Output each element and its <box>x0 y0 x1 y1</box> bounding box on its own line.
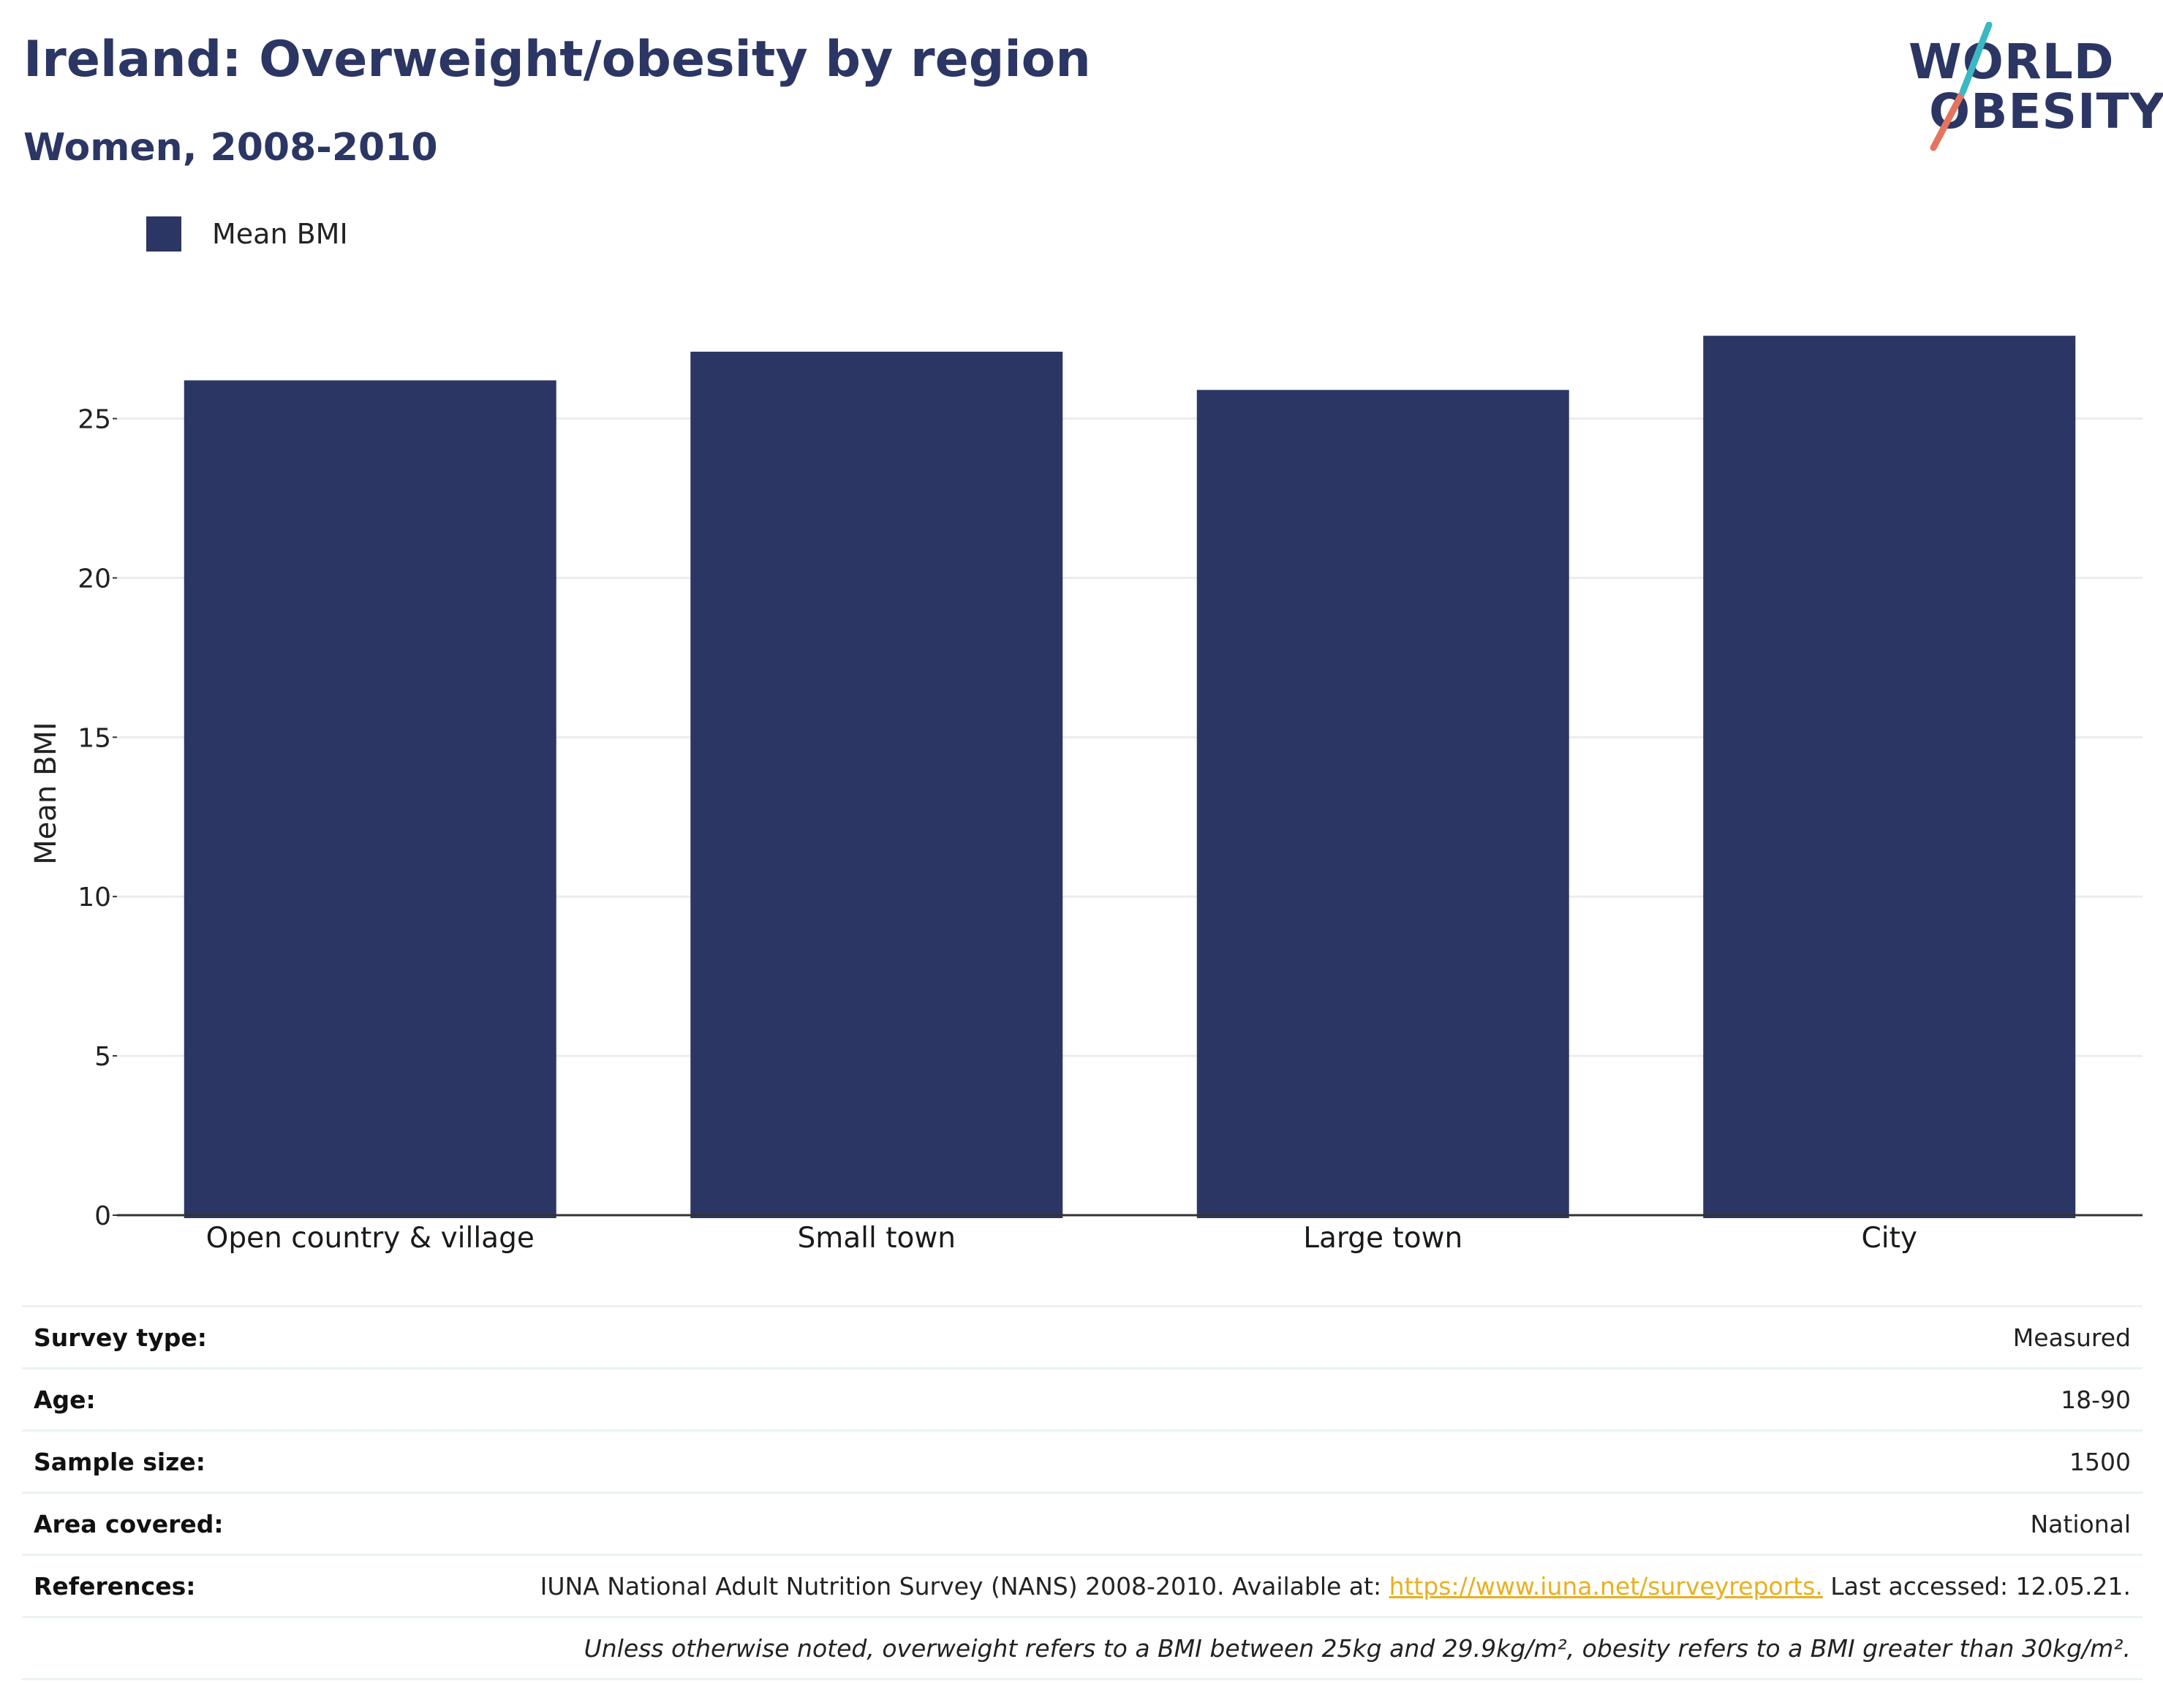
y-axis-title: Mean BMI <box>29 722 63 864</box>
bar <box>1703 336 2076 1218</box>
references-value: IUNA National Adult Nutrition Survey (NA… <box>426 1554 2143 1617</box>
info-label: Area covered: <box>22 1492 426 1555</box>
info-value: 18-90 <box>426 1367 2143 1431</box>
info-label: Survey type: <box>22 1305 426 1369</box>
legend-label: Mean BMI <box>212 218 348 250</box>
y-tick-label: 20 <box>78 564 111 594</box>
logo-slash-icon <box>1930 22 1993 151</box>
info-row-sample-size: Sample size: 1500 <box>22 1429 2143 1493</box>
references-text: IUNA National Adult Nutrition Survey (NA… <box>540 1571 1389 1601</box>
x-tick-label: Open country & village <box>206 1222 535 1255</box>
chart-title: Ireland: Overweight/obesity by region <box>23 31 1091 88</box>
y-tick-label: 15 <box>78 723 111 753</box>
legend-swatch <box>146 216 181 252</box>
definition-note: Unless otherwise noted, overweight refer… <box>22 1616 2143 1680</box>
info-row-area-covered: Area covered: National <box>22 1492 2143 1555</box>
bar-chart: 0 5 10 15 20 25 Open country & village Small to… <box>29 336 2143 1255</box>
logo-word-obesity: OBESITY <box>1929 83 2163 140</box>
info-row-survey-type: Survey type: Measured <box>22 1305 2143 1369</box>
info-value: 1500 <box>426 1429 2143 1493</box>
info-value: National <box>426 1492 2143 1555</box>
info-label: Age: <box>22 1367 426 1431</box>
y-tick-label: 25 <box>78 405 111 435</box>
world-obesity-logo: WORLD OBESITY <box>1909 22 2163 154</box>
bar <box>690 352 1063 1219</box>
y-tick-label: 10 <box>78 883 111 912</box>
logo-word-world: WORLD <box>1909 34 2115 90</box>
references-link[interactable]: https://www.iuna.net/surveyreports. <box>1389 1571 1823 1601</box>
survey-info-table: Survey type: Measured Age: 18-90 Sample … <box>22 1305 2143 1680</box>
info-label: References: <box>22 1554 426 1617</box>
x-tick-label: City <box>1862 1222 1917 1255</box>
y-tick-label: 0 <box>94 1201 111 1231</box>
legend: Mean BMI <box>146 216 348 252</box>
info-row-age: Age: 18-90 <box>22 1367 2143 1431</box>
y-tick-label: 5 <box>94 1042 111 1072</box>
bar <box>1196 390 1569 1219</box>
references-accessed: Last accessed: 12.05.21. <box>1822 1571 2131 1601</box>
bar <box>184 380 556 1218</box>
info-value: Measured <box>426 1305 2143 1369</box>
x-tick-label: Large town <box>1303 1222 1462 1255</box>
info-row-references: References: IUNA National Adult Nutritio… <box>22 1554 2143 1617</box>
x-tick-label: Small town <box>798 1222 956 1255</box>
chart-subtitle: Women, 2008-2010 <box>23 126 438 170</box>
info-label: Sample size: <box>22 1429 426 1493</box>
info-row-note: Unless otherwise noted, overweight refer… <box>22 1616 2143 1680</box>
